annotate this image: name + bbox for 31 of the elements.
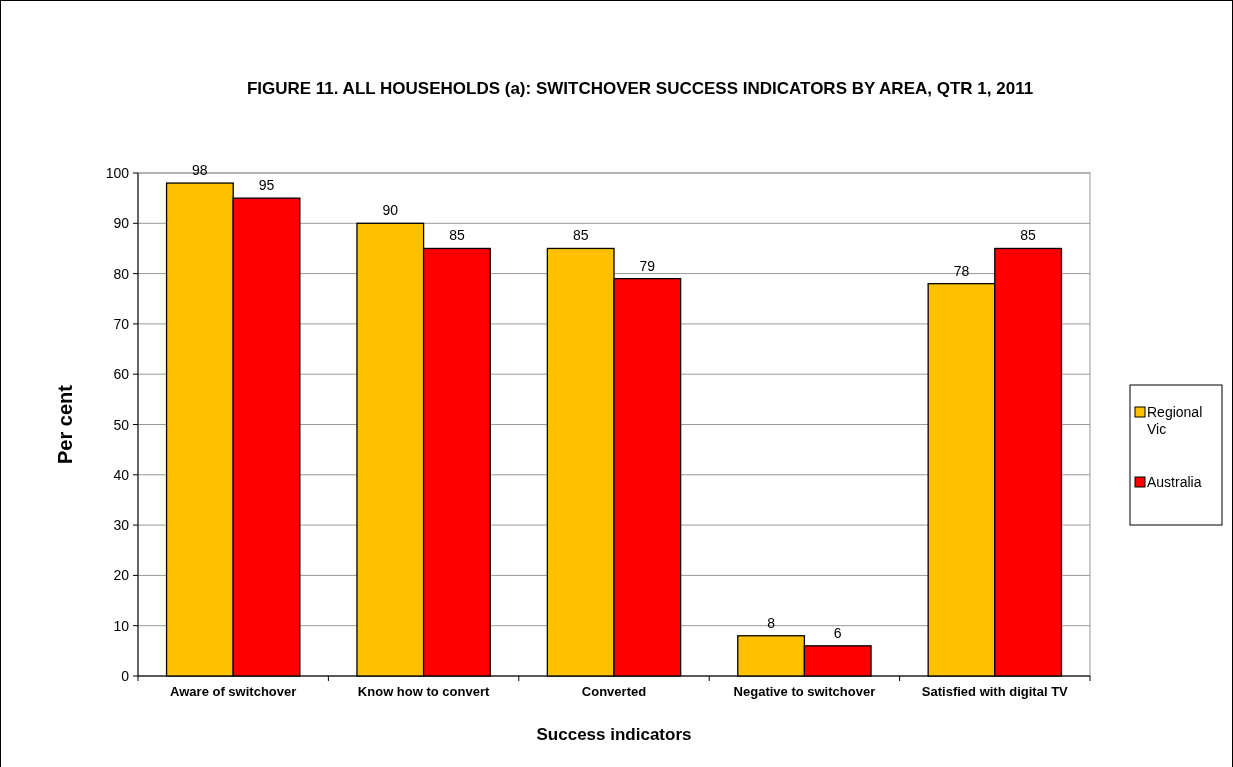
x-tick-label: Know how to convert <box>357 684 490 699</box>
y-tick-label: 80 <box>113 265 130 282</box>
y-tick-label: 20 <box>113 567 130 584</box>
data-label: 85 <box>449 227 465 244</box>
y-tick-label: 10 <box>113 617 130 634</box>
x-tick-label: Aware of switchover <box>170 684 297 699</box>
x-tick-label: Negative to switchover <box>733 684 876 699</box>
data-label: 79 <box>639 257 656 274</box>
y-tick-label: 30 <box>113 517 130 534</box>
legend-label: Regional Vic <box>1147 404 1203 437</box>
y-tick-label: 40 <box>113 466 130 483</box>
data-label: 6 <box>833 624 842 641</box>
data-label: 85 <box>1020 227 1037 244</box>
data-label: 78 <box>953 262 970 279</box>
y-tick-label: 60 <box>113 366 130 383</box>
y-axis-title: Per cent <box>54 384 76 464</box>
x-tick-label: Converted <box>581 684 647 699</box>
data-label: 98 <box>192 162 208 179</box>
x-axis-title: Success indicators <box>536 725 692 744</box>
data-label: 90 <box>382 202 399 219</box>
data-label: 8 <box>767 614 776 631</box>
y-tick-label: 50 <box>113 416 130 433</box>
y-tick-label: 0 <box>121 668 130 684</box>
legend-label: Australia <box>1147 474 1202 490</box>
y-tick-label: 90 <box>113 215 130 232</box>
chart-title: FIGURE 11. ALL HOUSEHOLDS (a): SWITCHOVER SUCCESS INDICATORS BY AREA, QTR 1, 2011 <box>246 79 1034 98</box>
y-tick-label: 100 <box>105 165 130 181</box>
data-label: 85 <box>572 227 589 244</box>
data-label: 95 <box>258 177 275 194</box>
x-tick-label: Satisfied with digital TV <box>921 684 1069 699</box>
y-tick-label: 70 <box>113 315 130 332</box>
